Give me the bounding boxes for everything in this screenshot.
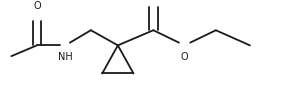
Text: O: O <box>181 52 188 62</box>
Text: O: O <box>33 1 41 11</box>
Text: NH: NH <box>58 52 73 62</box>
